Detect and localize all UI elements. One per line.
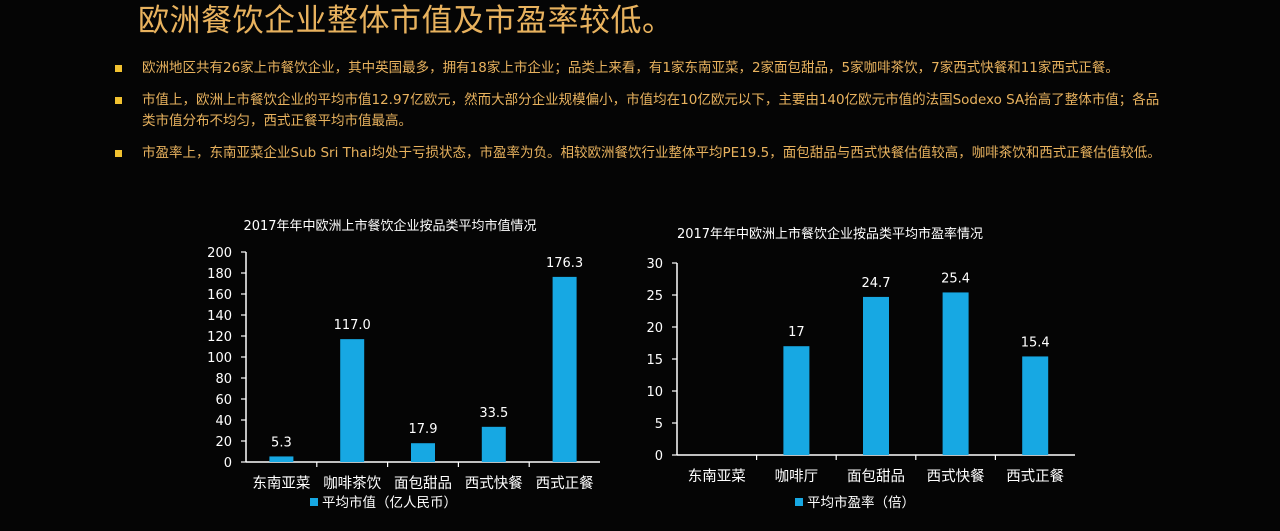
y-tick-label: 120	[207, 330, 232, 345]
y-tick-label: 25	[646, 289, 663, 304]
bullet-item: 欧洲地区共有26家上市餐饮企业，其中英国最多，拥有18家上市企业；品类上来看，有…	[112, 58, 1172, 79]
y-tick-label: 100	[207, 351, 232, 366]
x-category-label: 西式正餐	[536, 475, 594, 492]
x-category-label: 西式快餐	[465, 475, 523, 492]
chart-title: 2017年年中欧洲上市餐饮企业按品类平均市值情况	[243, 218, 536, 234]
y-tick-label: 20	[215, 435, 232, 450]
data-label: 176.3	[546, 256, 583, 271]
data-label: 17	[788, 325, 805, 340]
bar	[552, 276, 577, 462]
chart-title: 2017年年中欧洲上市餐饮企业按品类平均市盈率情况	[677, 226, 983, 242]
x-category-label: 西式正餐	[1006, 468, 1064, 485]
bullet-item: 市盈率上，东南亚菜企业Sub Sri Thai均处于亏损状态，市盈率为负。相较欧…	[112, 143, 1172, 164]
data-label: 5.3	[271, 435, 292, 450]
y-tick-label: 30	[646, 257, 663, 272]
bar	[340, 339, 365, 462]
y-tick-label: 200	[207, 246, 232, 261]
x-category-label: 咖啡厅	[775, 468, 819, 485]
y-tick-label: 20	[646, 321, 663, 336]
bar	[411, 443, 435, 462]
x-category-label: 咖啡茶饮	[323, 475, 381, 492]
bullet-text: 市盈率上，东南亚菜企业Sub Sri Thai均处于亏损状态，市盈率为负。相较欧…	[142, 145, 1161, 161]
bar	[863, 296, 889, 455]
legend-label: 平均市盈率（倍）	[807, 494, 915, 511]
data-label: 17.9	[409, 422, 438, 437]
bullet-item: 市值上，欧洲上市餐饮企业的平均市值12.97亿欧元，然而大部分企业规模偏小，市值…	[112, 90, 1172, 132]
bullet-list: 欧洲地区共有26家上市餐饮企业，其中英国最多，拥有18家上市企业；品类上来看，有…	[112, 58, 1172, 175]
data-label: 15.4	[1021, 335, 1050, 350]
x-category-label: 东南亚菜	[252, 475, 310, 492]
y-tick-label: 160	[207, 288, 232, 303]
bar	[269, 456, 294, 462]
data-label: 33.5	[479, 406, 508, 421]
y-tick-label: 5	[655, 417, 663, 432]
bar	[1022, 356, 1049, 455]
bar	[783, 346, 810, 455]
legend-label: 平均市值（亿人民币）	[322, 494, 457, 511]
data-label: 117.0	[334, 318, 371, 333]
bar	[481, 426, 506, 462]
bullet-square-icon	[115, 150, 122, 157]
legend-swatch	[310, 498, 318, 506]
y-tick-label: 140	[207, 309, 232, 324]
legend-swatch	[795, 498, 803, 506]
pe-ratio-chart: 2017年年中欧洲上市餐饮企业按品类平均市盈率情况 0 5 10 15 20 25 30 东南亚…	[635, 218, 1085, 522]
x-category-label: 西式快餐	[927, 468, 985, 485]
pe-ratio-chart-svg: 2017年年中欧洲上市餐饮企业按品类平均市盈率情况 0 5 10 15 20 25 30 东南亚…	[646, 226, 1075, 511]
slide-title: 欧洲餐饮企业整体市值及市盈率较低。	[138, 3, 674, 39]
x-category-label: 面包甜品	[394, 475, 452, 492]
x-category-label: 面包甜品	[847, 468, 905, 485]
y-tick-label: 40	[215, 414, 232, 429]
bar	[942, 292, 969, 455]
market-cap-chart-svg: 2017年年中欧洲上市餐饮企业按品类平均市值情况 0 20 40 60 80 100 120 1…	[207, 218, 600, 511]
y-tick-label: 15	[646, 353, 663, 368]
y-tick-label: 10	[646, 385, 663, 400]
bullet-text: 市值上，欧洲上市餐饮企业的平均市值12.97亿欧元，然而大部分企业规模偏小，市值…	[142, 92, 1160, 129]
y-tick-label: 180	[207, 267, 232, 282]
x-category-label: 东南亚菜	[688, 468, 746, 485]
bullet-square-icon	[115, 97, 122, 104]
bullet-text: 欧洲地区共有26家上市餐饮企业，其中英国最多，拥有18家上市企业；品类上来看，有…	[142, 60, 1119, 76]
data-label: 25.4	[941, 271, 970, 286]
market-cap-chart: 2017年年中欧洲上市餐饮企业按品类平均市值情况 0 20 40 60 80 100 120 1…	[190, 210, 620, 519]
y-tick-label: 0	[224, 456, 232, 471]
y-tick-label: 60	[215, 393, 232, 408]
y-tick-label: 80	[215, 372, 232, 387]
data-label: 24.7	[862, 276, 891, 291]
y-tick-label: 0	[655, 449, 663, 464]
bullet-square-icon	[115, 65, 122, 72]
